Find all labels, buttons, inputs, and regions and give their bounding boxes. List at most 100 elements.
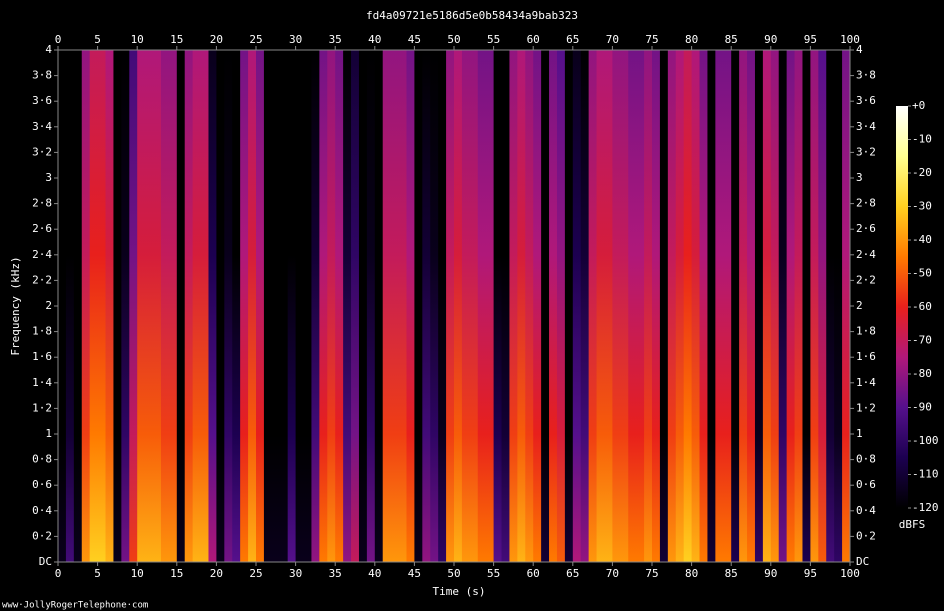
x-tick-label: 30 [289,33,302,46]
y-tick-label: 3·8 [856,69,876,82]
spectrum-column [636,50,645,562]
x-tick-label: 60 [527,33,540,46]
spectrum-column [620,50,629,562]
spectrum-column [762,50,772,562]
x-tick-label: 35 [329,33,342,46]
colorbar-tick-label: -80 [912,367,932,380]
y-tick-label: 3·6 [856,94,876,107]
spectrum-column [81,50,91,562]
spectrum-column [73,50,83,562]
spectrum-column [509,50,518,562]
spectrum-column [382,50,392,562]
x-tick-label: 75 [645,567,658,580]
y-tick-label: 2·2 [856,273,876,286]
spectrum-column [810,50,819,562]
spectrum-column [818,50,827,562]
x-tick-label: 45 [408,567,421,580]
y-tick-label: 3·4 [32,120,52,133]
y-tick-label: 1·4 [32,376,52,389]
x-tick-label: 10 [131,567,144,580]
spectrum-column [699,50,708,562]
y-tick-label: 3·2 [856,145,876,158]
y-tick-label: 1·8 [32,325,52,338]
spectrum-column [826,50,835,562]
y-tick-label: 2 [45,299,52,312]
spectrum-column [604,50,613,562]
spectrum-column [97,50,107,562]
spectrum-column [390,50,400,562]
y-tick-label: 1 [856,427,863,440]
spectrum-column [129,50,138,562]
y-tick-label: 2·6 [856,222,876,235]
x-tick-label: 75 [645,33,658,46]
spectrum-column [263,50,273,562]
spectrum-column [121,50,130,562]
spectrum-column [588,50,598,562]
colorbar-tick-label: -90 [912,401,932,414]
y-tick-label: 3 [45,171,52,184]
spectrum-column [358,50,368,562]
x-tick-label: 5 [94,33,101,46]
x-tick-label: 25 [249,33,262,46]
x-tick-label: 50 [447,567,460,580]
spectrum-column [517,50,526,562]
y-tick-label: 0·6 [32,478,52,491]
spectrum-column [596,50,605,562]
y-tick-label: 1·8 [856,325,876,338]
x-tick-label: 80 [685,33,698,46]
y-tick-label: 1·2 [856,401,876,414]
spectrum-column [105,50,114,562]
y-tick-label: 2·6 [32,222,52,235]
spectrum-column [113,50,122,562]
spectrum-column [279,50,289,562]
spectrum-column [580,50,590,562]
y-tick-label: 0·2 [32,529,52,542]
x-tick-label: 70 [606,33,619,46]
colorbar-tick-label: -60 [912,300,932,313]
x-axis-label: Time (s) [433,585,486,598]
spectrum-column [477,50,487,562]
y-tick-label: 4 [45,43,52,56]
colorbar [896,106,908,508]
colorbar-tick-label: -30 [912,200,932,213]
y-tick-label: 0·8 [856,453,876,466]
x-tick-label: 40 [368,567,381,580]
spectrum-column [731,50,740,562]
x-tick-label: 100 [840,567,860,580]
spectrum-column [454,50,463,562]
x-tick-label: 30 [289,567,302,580]
x-tick-label: 80 [685,567,698,580]
spectrum-column [572,50,582,562]
y-tick-label: DC [39,555,52,568]
y-tick-label: 2·4 [856,248,876,261]
y-tick-label: 0·4 [856,504,876,517]
spectrum-column [406,50,415,562]
spectrum-column [493,50,503,562]
spectrum-column [525,50,534,562]
spectrum-column [145,50,154,562]
spectrum-column [707,50,716,562]
spectrum-column [556,50,566,562]
spectrum-column [533,50,542,562]
spectrum-column [398,50,407,562]
spectrum-column [739,50,748,562]
spectrum-column [628,50,637,562]
x-tick-label: 85 [725,33,738,46]
colorbar-tick-label: -120 [912,501,939,514]
y-tick-label: 2 [856,299,863,312]
x-tick-label: 65 [566,33,579,46]
spectrum-column [271,50,281,562]
spectrum-column [192,50,202,562]
spectrum-column [58,50,67,562]
x-tick-label: 20 [210,567,223,580]
x-tick-label: 10 [131,33,144,46]
spectrum-column [351,50,360,562]
y-tick-label: 2·4 [32,248,52,261]
spectrum-column [295,50,305,562]
y-tick-label: 4 [856,43,863,56]
y-tick-label: DC [856,555,869,568]
x-tick-label: 100 [840,33,860,46]
x-tick-label: 55 [487,33,500,46]
x-tick-label: 95 [804,33,817,46]
x-tick-label: 20 [210,33,223,46]
